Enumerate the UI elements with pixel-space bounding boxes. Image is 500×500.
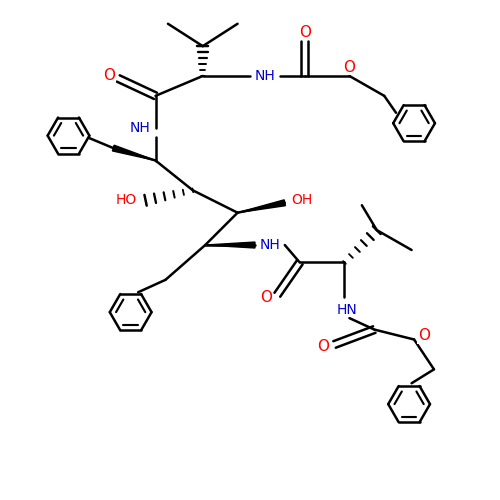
Text: NH: NH [129,121,150,135]
Text: O: O [418,328,430,343]
Polygon shape [112,145,156,160]
Text: O: O [318,340,330,354]
Text: O: O [104,68,116,84]
Text: HN: HN [336,302,357,316]
Text: O: O [260,290,272,304]
Text: OH: OH [292,194,313,207]
Text: O: O [344,60,355,74]
Text: NH: NH [260,238,280,252]
Text: NH: NH [254,69,276,83]
Polygon shape [238,200,286,212]
Text: HO: HO [116,194,138,207]
Text: O: O [298,24,310,40]
Polygon shape [206,242,255,248]
